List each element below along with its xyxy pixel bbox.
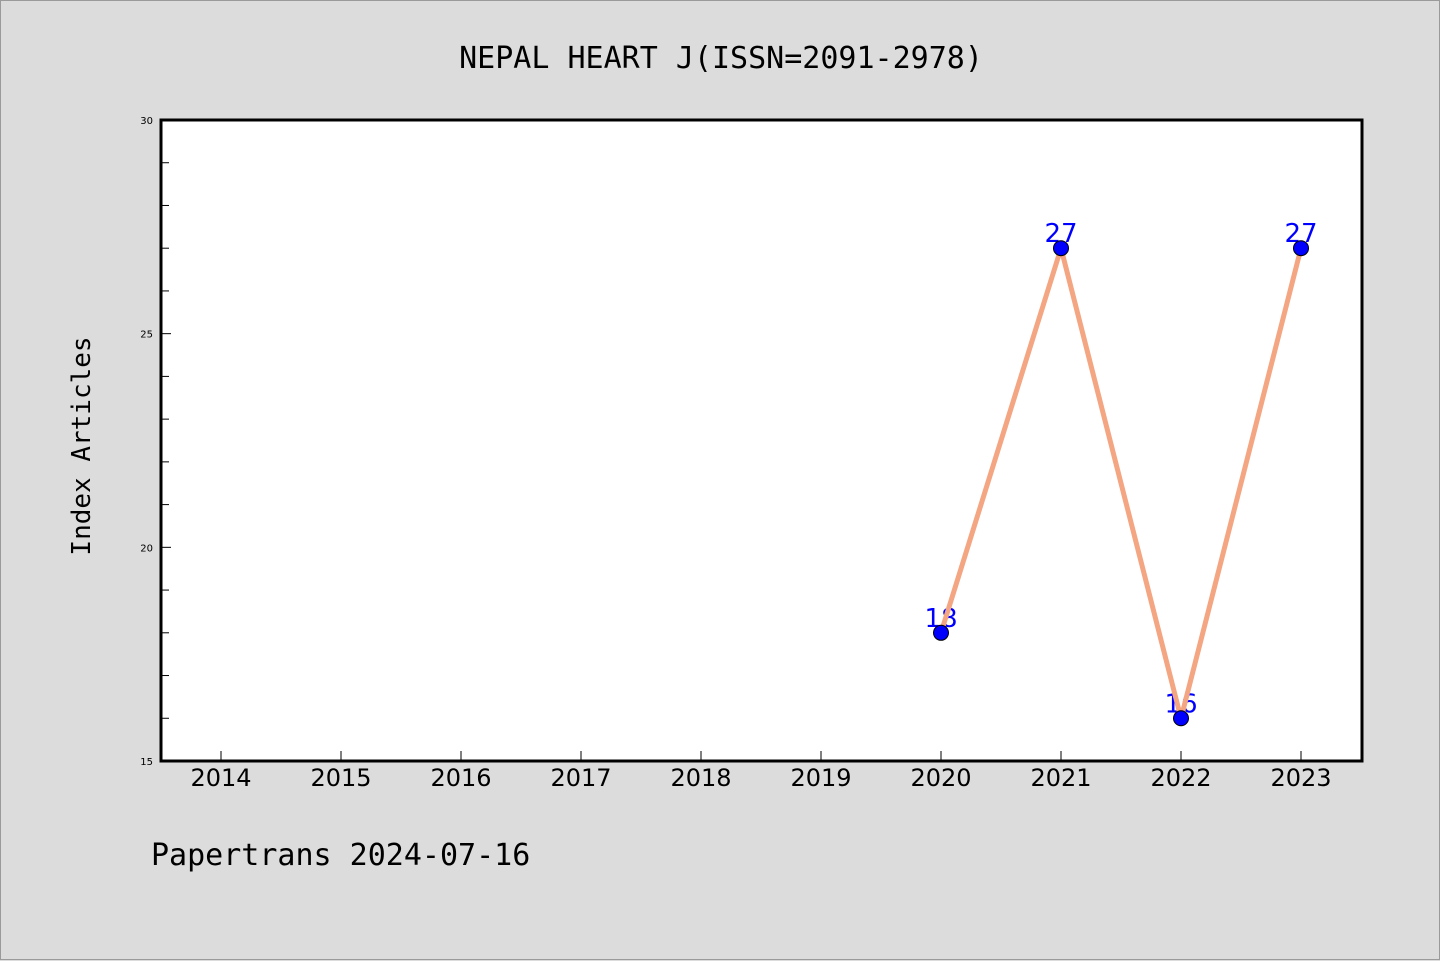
x-tick-label: 2018 xyxy=(670,764,731,792)
x-tick-label: 2017 xyxy=(550,764,611,792)
data-point-marker xyxy=(1053,240,1069,257)
y-tick-label: 20 xyxy=(140,543,153,554)
x-tick-label: 2022 xyxy=(1150,764,1211,792)
y-axis: 15 20 25 30 xyxy=(140,116,171,768)
y-tick-label: 25 xyxy=(140,330,153,341)
x-axis: 2014 2015 2016 2017 2018 2019 2020 2021 2022 2023 xyxy=(190,751,1332,792)
marker-group xyxy=(933,240,1309,727)
plot-area xyxy=(159,118,1364,763)
y-tick-label: 15 xyxy=(140,757,153,768)
data-point-marker xyxy=(933,624,949,641)
chart-title: NEPAL HEART J(ISSN=2091-2978) xyxy=(459,41,983,76)
x-tick-label: 2020 xyxy=(910,764,971,792)
series-line-group xyxy=(938,245,1304,721)
x-tick-label: 2016 xyxy=(430,764,491,792)
x-tick-label: 2023 xyxy=(1270,764,1331,792)
series-line xyxy=(938,245,1304,721)
y-axis-label: Index Articles xyxy=(67,336,97,555)
y-tick-label: 30 xyxy=(140,116,153,127)
data-point-marker xyxy=(1293,240,1309,257)
x-tick-label: 2015 xyxy=(310,764,371,792)
footer-source-date: Papertrans 2024-07-16 xyxy=(151,838,530,873)
x-tick-label: 2021 xyxy=(1030,764,1091,792)
x-tick-label: 2014 xyxy=(190,764,251,792)
x-tick-label: 2019 xyxy=(790,764,851,792)
data-point-marker xyxy=(1173,710,1189,727)
